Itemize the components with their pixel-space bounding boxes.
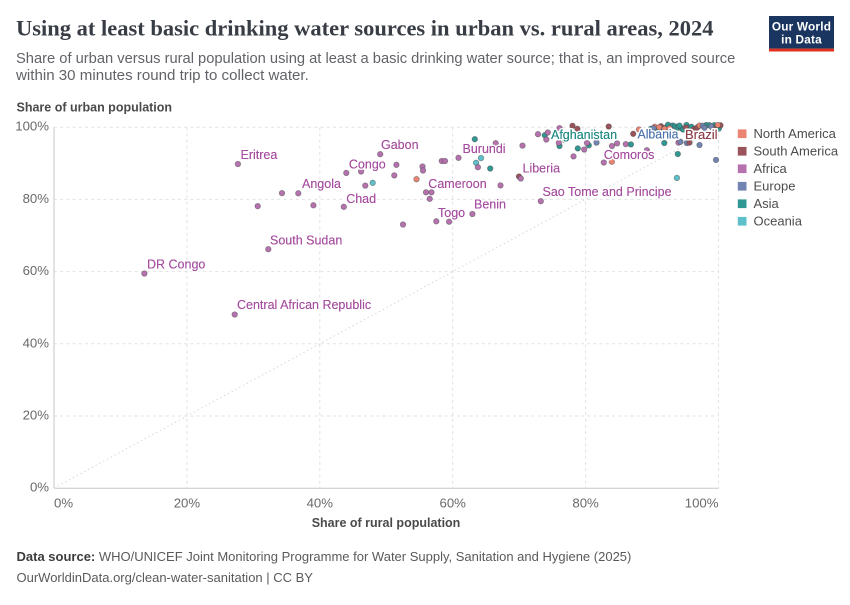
svg-text:South America: South America [754,144,839,159]
svg-text:Share of urban population: Share of urban population [17,101,173,115]
svg-text:60%: 60% [23,263,50,278]
svg-text:Comoros: Comoros [604,148,655,162]
svg-text:South Sudan: South Sudan [270,233,342,247]
svg-text:Central African Republic: Central African Republic [237,298,371,312]
svg-text:Cameroon: Cameroon [428,177,486,191]
svg-text:Sao Tome and Principe: Sao Tome and Principe [543,185,672,199]
svg-text:South Sudan: South Sudan [270,233,342,247]
svg-text:Burundi: Burundi [463,142,506,156]
svg-text:Share of urban versus rural po: Share of urban versus rural population u… [16,51,735,67]
svg-text:Brazil: Brazil [685,128,718,142]
svg-text:0%: 0% [54,495,73,510]
svg-text:Gabon: Gabon [381,138,419,152]
svg-text:20%: 20% [174,495,201,510]
svg-text:Afghanistan: Afghanistan [551,128,617,142]
svg-text:within 30 minutes round trip t: within 30 minutes round trip to collect … [15,67,309,84]
svg-text:Cameroon: Cameroon [428,177,486,191]
svg-text:Togo: Togo [438,206,465,220]
svg-text:Burundi: Burundi [463,142,506,156]
svg-text:Europe: Europe [754,179,796,194]
svg-text:Eritrea: Eritrea [241,148,278,162]
svg-text:Africa: Africa [754,161,788,176]
svg-text:40%: 40% [307,495,334,510]
svg-text:Benin: Benin [474,198,506,212]
svg-text:80%: 80% [572,495,599,510]
svg-text:Liberia: Liberia [523,161,561,175]
svg-text:Our World: Our World [772,19,831,33]
svg-text:Eritrea: Eritrea [241,148,278,162]
svg-text:Chad: Chad [346,192,376,206]
svg-text:0%: 0% [30,480,49,495]
svg-text:Albania: Albania [638,128,679,142]
svg-text:OurWorldinData.org/clean-water: OurWorldinData.org/clean-water-sanitatio… [17,570,314,585]
svg-text:Asia: Asia [754,196,780,211]
svg-text:Central African Republic: Central African Republic [237,298,371,312]
svg-text:20%: 20% [23,408,50,423]
svg-text:Oceania: Oceania [754,214,803,229]
svg-text:Afghanistan: Afghanistan [551,128,617,142]
svg-text:60%: 60% [439,495,466,510]
svg-text:Angola: Angola [302,177,341,191]
svg-text:100%: 100% [15,119,49,134]
svg-text:North America: North America [754,126,837,141]
svg-text:Comoros: Comoros [604,148,655,162]
svg-text:Using at least basic drinking: Using at least basic drinking water sour… [16,16,714,41]
svg-text:Albania: Albania [638,128,679,142]
svg-text:Congo: Congo [349,157,386,171]
svg-text:Congo: Congo [349,157,386,171]
svg-text:80%: 80% [23,191,50,206]
svg-text:Share of rural population: Share of rural population [312,516,461,530]
svg-text:Benin: Benin [474,198,506,212]
svg-text:DR Congo: DR Congo [147,257,205,271]
svg-text:Chad: Chad [346,192,376,206]
svg-text:Gabon: Gabon [381,138,419,152]
svg-text:40%: 40% [23,335,50,350]
svg-text:DR Congo: DR Congo [147,257,205,271]
svg-text:Sao Tome and Principe: Sao Tome and Principe [543,185,672,199]
svg-text:Brazil: Brazil [685,128,718,142]
svg-text:Data source: WHO/UNICEF Joint: Data source: WHO/UNICEF Joint Monitoring… [17,549,632,564]
svg-text:Togo: Togo [438,206,465,220]
svg-text:in Data: in Data [781,32,822,46]
svg-text:100%: 100% [685,495,719,510]
svg-text:Angola: Angola [302,177,341,191]
svg-text:Liberia: Liberia [523,161,561,175]
